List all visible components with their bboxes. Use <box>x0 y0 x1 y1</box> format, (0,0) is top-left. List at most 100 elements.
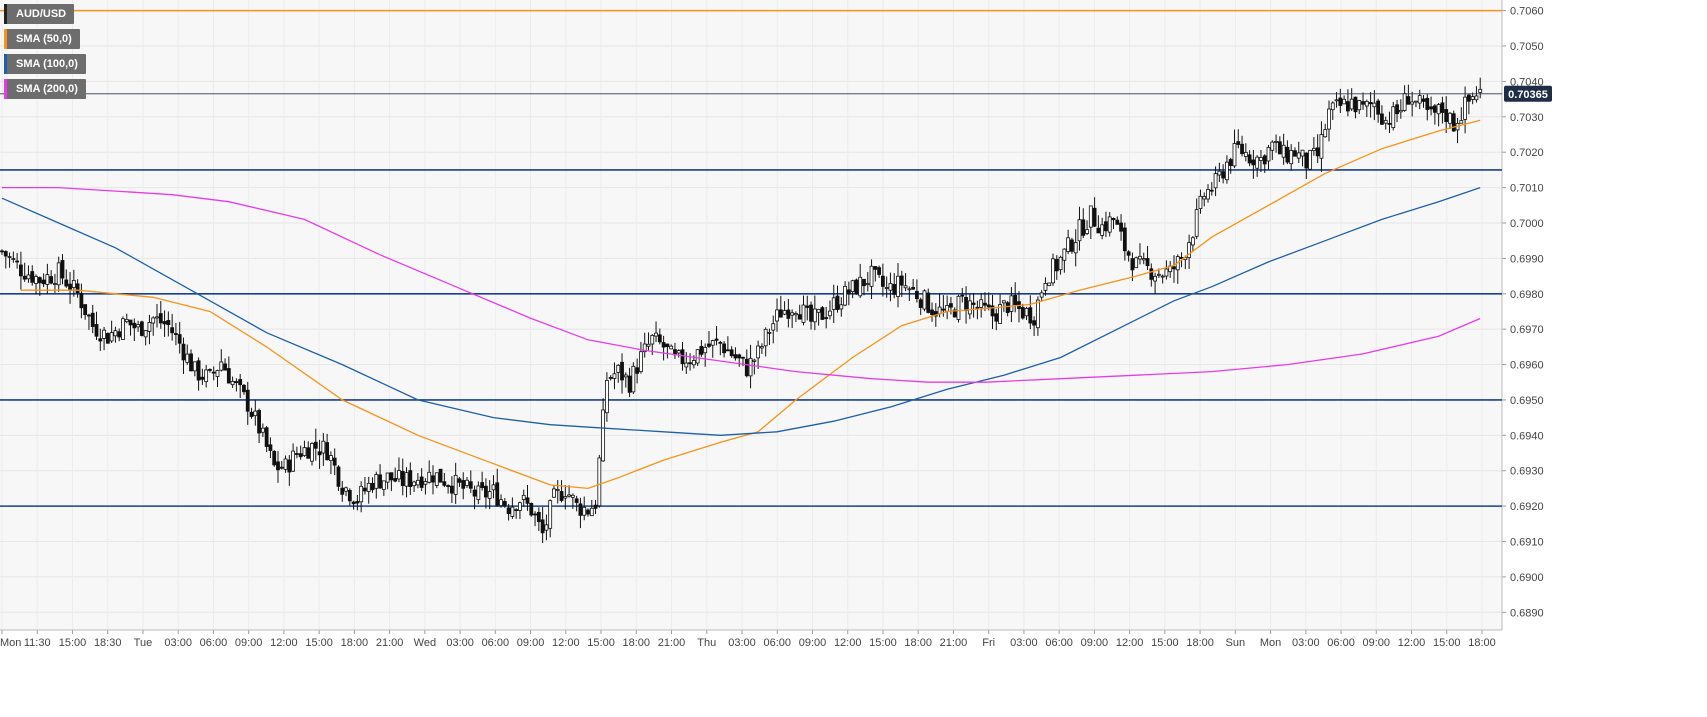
candle-body <box>725 349 730 352</box>
candle-body <box>1028 307 1033 324</box>
candle-body <box>283 458 288 470</box>
candle-body <box>1414 100 1418 103</box>
candle-body <box>884 287 889 289</box>
candle-body <box>449 485 454 494</box>
candle-body <box>642 343 647 353</box>
y-tick-label: 0.7020 <box>1510 147 1544 159</box>
candle-body <box>1005 302 1010 313</box>
candle-body <box>359 485 364 503</box>
candle-body <box>1429 106 1433 110</box>
candle-body <box>363 487 367 492</box>
x-tick-label: 21:00 <box>376 637 404 649</box>
candle-body <box>68 283 72 291</box>
candle-body <box>956 295 961 320</box>
candle-body <box>366 482 371 492</box>
candle-body <box>329 455 333 462</box>
candle-body <box>1206 189 1210 200</box>
legend-item-sma50[interactable]: SMA (50,0) <box>4 29 80 49</box>
candle-body <box>1376 100 1381 115</box>
candle-body <box>1126 251 1131 256</box>
candle-body <box>926 292 931 313</box>
candle-body <box>850 280 855 292</box>
y-tick-label: 0.6950 <box>1510 395 1544 407</box>
candle-body <box>1115 219 1120 225</box>
candle-body <box>1353 96 1358 113</box>
candle-body <box>98 338 103 342</box>
candle-body <box>722 343 726 354</box>
candle-body <box>1296 152 1301 159</box>
candle-body <box>1327 108 1331 130</box>
candle-body <box>1077 219 1082 242</box>
last-price-label: 0.70365 <box>1508 89 1548 101</box>
x-tick-label: 06:00 <box>763 637 791 649</box>
candle-body <box>627 375 632 393</box>
legend-item-sma200[interactable]: SMA (200,0) <box>4 79 86 99</box>
candle-body <box>71 280 76 288</box>
candle-body <box>294 453 299 455</box>
legend-item-sma100[interactable]: SMA (100,0) <box>4 54 86 74</box>
candle-body <box>1039 292 1044 298</box>
y-tick-label: 0.7060 <box>1510 6 1544 18</box>
y-tick-label: 0.7050 <box>1510 41 1544 53</box>
candle-body <box>964 297 968 311</box>
candle-body <box>661 342 666 348</box>
candle-body <box>1141 258 1146 261</box>
x-tick-label: Sun <box>1226 637 1246 649</box>
candle-body <box>1315 147 1320 157</box>
candle-body <box>752 359 757 362</box>
y-tick-label: 0.7030 <box>1510 112 1544 124</box>
candle-body <box>1361 101 1365 105</box>
candle-body <box>960 294 965 297</box>
candle-body <box>1251 159 1256 166</box>
candle-body <box>574 498 579 503</box>
x-tick-label: 15:00 <box>587 637 615 649</box>
candle-body <box>820 307 825 320</box>
candle-body <box>453 474 458 495</box>
candle-body <box>604 380 609 414</box>
legend-item-price[interactable]: AUD/USD <box>4 4 75 24</box>
candle-body <box>1277 141 1282 155</box>
candle-body <box>34 276 38 284</box>
y-tick-label: 0.6970 <box>1510 324 1544 336</box>
candle-body <box>767 331 772 334</box>
candle-body <box>828 310 832 317</box>
candle-body <box>79 292 84 309</box>
candle-body <box>1266 147 1271 162</box>
candle-body <box>733 354 738 359</box>
candle-body <box>899 275 904 286</box>
candle-body <box>862 278 866 287</box>
candle-body <box>941 308 946 311</box>
candle-body <box>211 371 216 374</box>
candle-body <box>544 524 549 531</box>
y-tick-label: 0.6890 <box>1510 607 1544 619</box>
candle-body <box>578 503 583 516</box>
candle-body <box>1349 98 1354 110</box>
candle-body <box>763 328 768 347</box>
candle-body <box>737 354 742 359</box>
candle-body <box>952 309 957 318</box>
candle-body <box>1073 242 1078 254</box>
candle-body <box>139 321 144 336</box>
candle-body <box>907 288 912 291</box>
candle-body <box>824 317 829 319</box>
candle-body <box>714 338 719 341</box>
candle-body <box>930 309 934 315</box>
y-tick-label: 0.6920 <box>1510 501 1544 513</box>
candle-body <box>170 327 175 334</box>
candle-body <box>865 283 870 285</box>
last-price-badge <box>1504 85 1552 102</box>
candle-body <box>181 343 186 361</box>
candle-body <box>476 485 481 501</box>
candle-body <box>64 279 69 287</box>
candle-body <box>521 494 526 500</box>
candle-body <box>1111 217 1116 221</box>
candle-body <box>1062 248 1067 261</box>
candle-body <box>1156 273 1161 276</box>
candle-body <box>30 271 35 283</box>
candle-body <box>589 507 594 517</box>
y-tick-label: 0.6990 <box>1510 253 1544 265</box>
candle-body <box>1100 224 1105 236</box>
sma-line-100 <box>1 186 1481 436</box>
candle-body <box>680 349 685 365</box>
x-tick-label: 06:00 <box>1327 637 1355 649</box>
